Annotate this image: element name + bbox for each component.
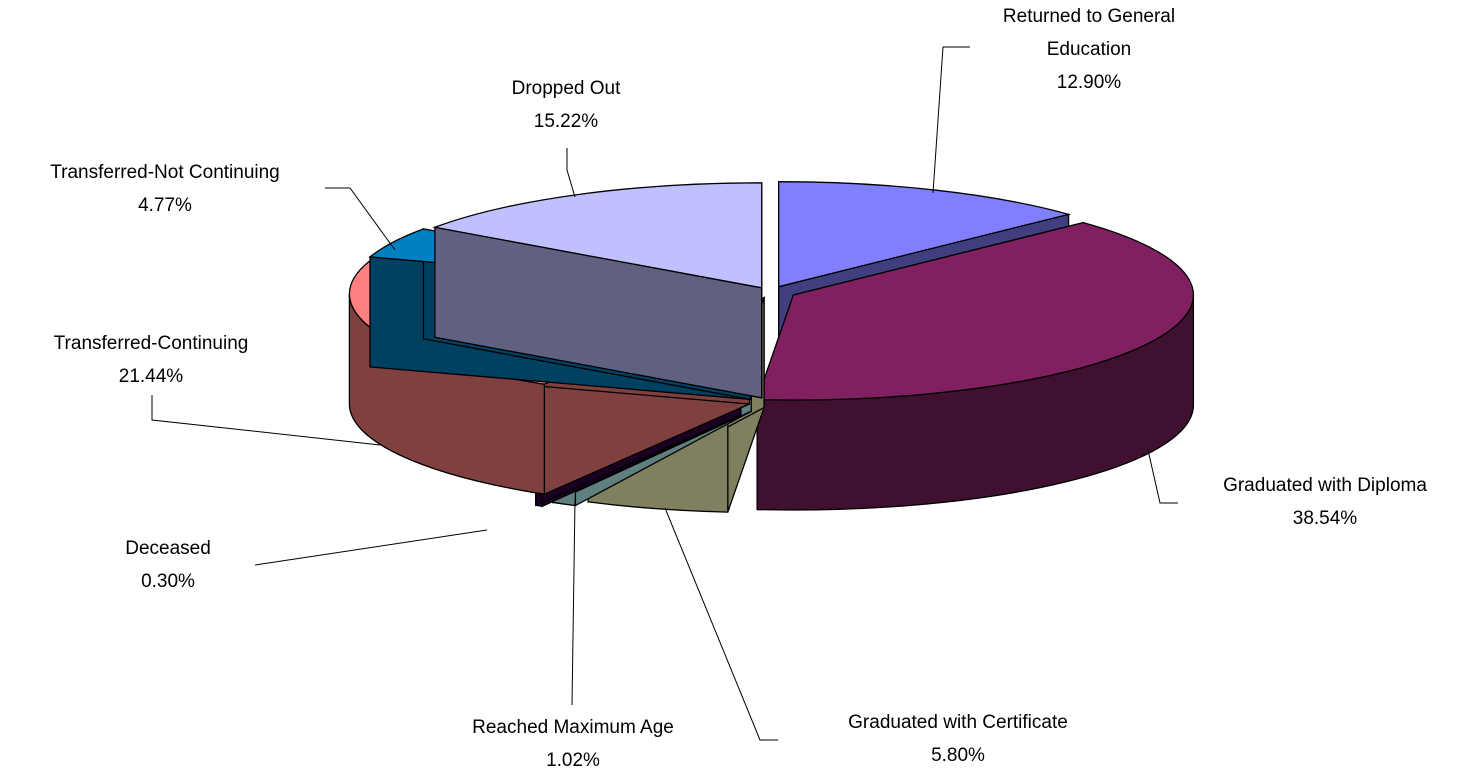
leader-line — [254, 529, 488, 566]
leader-line — [1147, 449, 1178, 504]
leader-line — [151, 395, 381, 446]
slice-label: Transferred-Not Continuing 4.77% — [0, 156, 330, 222]
value-label: 21.44% — [118, 366, 184, 387]
pie-slice — [756, 221, 1195, 511]
slice-label: Graduated with Diploma 38.54% — [1175, 469, 1464, 535]
slice-label: Reached Maximum Age 1.02% — [423, 711, 723, 774]
category-label: Transferred-Continuing — [53, 333, 249, 354]
category-label: Transferred-Not Continuing — [50, 162, 280, 183]
value-label: 5.80% — [931, 745, 985, 766]
slice-label: Graduated with Certificate 5.80% — [798, 706, 1118, 772]
value-label: 12.90% — [1056, 72, 1122, 93]
category-label: Graduated with Diploma — [1223, 475, 1427, 496]
leader-line — [566, 148, 576, 198]
category-label: Reached Maximum Age — [472, 717, 674, 738]
leader-line — [571, 499, 576, 706]
slice-top — [756, 221, 1194, 401]
value-label: 4.77% — [138, 195, 192, 216]
value-label: 1.02% — [546, 750, 600, 771]
category-label: Deceased — [125, 538, 211, 559]
leader-line — [932, 46, 970, 194]
value-label: 38.54% — [1292, 508, 1358, 529]
value-label: 0.30% — [141, 571, 195, 592]
slice-label: Dropped Out 15.22% — [466, 72, 666, 138]
leader-line — [664, 507, 778, 741]
slice-label: Deceased 0.30% — [68, 532, 268, 598]
slice-label: Returned to General Education 12.90% — [994, 0, 1184, 99]
leader-line — [325, 187, 396, 251]
slice-label: Transferred-Continuing 21.44% — [1, 327, 301, 393]
pie-slice — [432, 182, 763, 399]
category-label: Returned to General Education — [1002, 6, 1176, 60]
category-label: Graduated with Certificate — [848, 712, 1068, 733]
slice-top — [778, 181, 1072, 288]
value-label: 15.22% — [533, 111, 599, 132]
slice-top — [432, 182, 763, 289]
category-label: Dropped Out — [511, 78, 621, 99]
